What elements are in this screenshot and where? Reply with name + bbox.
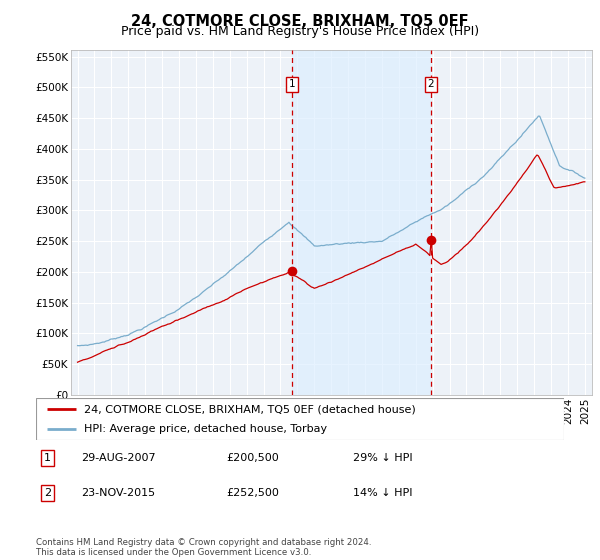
FancyBboxPatch shape [36,398,564,440]
Text: HPI: Average price, detached house, Torbay: HPI: Average price, detached house, Torb… [83,424,326,433]
Text: 24, COTMORE CLOSE, BRIXHAM, TQ5 0EF: 24, COTMORE CLOSE, BRIXHAM, TQ5 0EF [131,14,469,29]
Text: Price paid vs. HM Land Registry's House Price Index (HPI): Price paid vs. HM Land Registry's House … [121,25,479,38]
Bar [292,50,431,395]
Text: 1: 1 [289,79,295,89]
Text: £252,500: £252,500 [226,488,279,498]
Text: 29% ↓ HPI: 29% ↓ HPI [353,453,412,463]
Text: 1: 1 [44,453,51,463]
Text: 29-AUG-2007: 29-AUG-2007 [81,453,155,463]
Text: 14% ↓ HPI: 14% ↓ HPI [353,488,412,498]
Text: £200,500: £200,500 [226,453,279,463]
Text: 23-NOV-2015: 23-NOV-2015 [81,488,155,498]
Text: 24, COTMORE CLOSE, BRIXHAM, TQ5 0EF (detached house): 24, COTMORE CLOSE, BRIXHAM, TQ5 0EF (det… [83,404,415,414]
Text: 2: 2 [44,488,51,498]
Text: 2: 2 [428,79,434,89]
Text: Contains HM Land Registry data © Crown copyright and database right 2024.
This d: Contains HM Land Registry data © Crown c… [36,538,371,557]
